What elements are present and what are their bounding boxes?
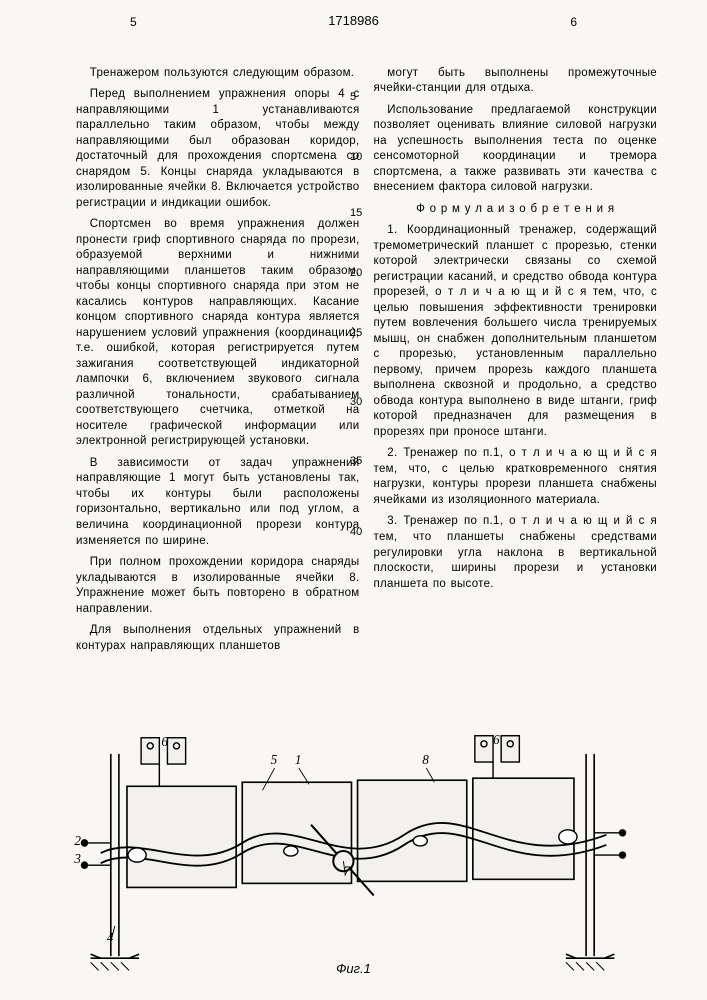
body-paragraph: Перед выполнением упражнения опоры 4 с н… [76,87,360,211]
patent-page: 5 1718986 6 510152025303540 Тренажером п… [0,0,707,1000]
page-num-right: 6 [570,14,577,30]
body-paragraph: При полном прохождении коридора снаряды … [76,555,360,617]
text-columns: Тренажером пользуются следующим образом.… [0,30,707,661]
claim-paragraph: 1. Координационный тренажер, содержащий … [374,223,658,440]
figure-label: 6 [161,734,168,749]
line-number: 35 [350,456,362,467]
claim-paragraph: 2. Тренажер по п.1, о т л и ч а ю щ и й … [374,446,658,508]
page-header: 5 1718986 6 [0,0,707,30]
body-paragraph: В зависимости от задач упражнений направ… [76,456,360,549]
line-number: 40 [350,527,362,538]
figure-label: 1 [295,752,302,767]
figure-1: 651862347 Фиг.1 [40,720,667,980]
line-number: 10 [350,152,362,163]
figure-label: 4 [107,930,114,945]
document-number: 1718986 [328,13,379,28]
body-paragraph: Тренажером пользуются следующим образом. [76,66,360,82]
line-number: 5 [350,92,356,103]
claims-title: Ф о р м у л а и з о б р е т е н и я [374,202,658,218]
figure-label: 2 [74,833,81,848]
line-number: 30 [350,397,362,408]
body-paragraph: Использование предлагаемой конструкции п… [374,103,658,196]
body-paragraph: могут быть выполнены промежуточные ячейк… [374,66,658,97]
body-paragraph: Для выполнения отдельных упражнений в ко… [76,623,360,654]
right-column: могут быть выполнены промежуточные ячейк… [374,66,658,661]
body-paragraph: Спортсмен во время упражнения должен про… [76,217,360,450]
figure-label: 3 [73,851,81,866]
line-number: 25 [350,328,362,339]
figure-label: 6 [493,732,500,747]
claim-paragraph: 3. Тренажер по п.1, о т л и ч а ю щ и й … [374,514,658,592]
line-number: 20 [350,268,362,279]
page-num-left: 5 [130,14,137,30]
figure-drawing: 651862347 [40,720,667,980]
figure-caption: Фиг.1 [40,960,667,978]
left-column: Тренажером пользуются следующим образом.… [76,66,360,661]
figure-label: 5 [271,752,278,767]
figure-label: 8 [422,752,429,767]
line-number: 15 [350,208,362,219]
